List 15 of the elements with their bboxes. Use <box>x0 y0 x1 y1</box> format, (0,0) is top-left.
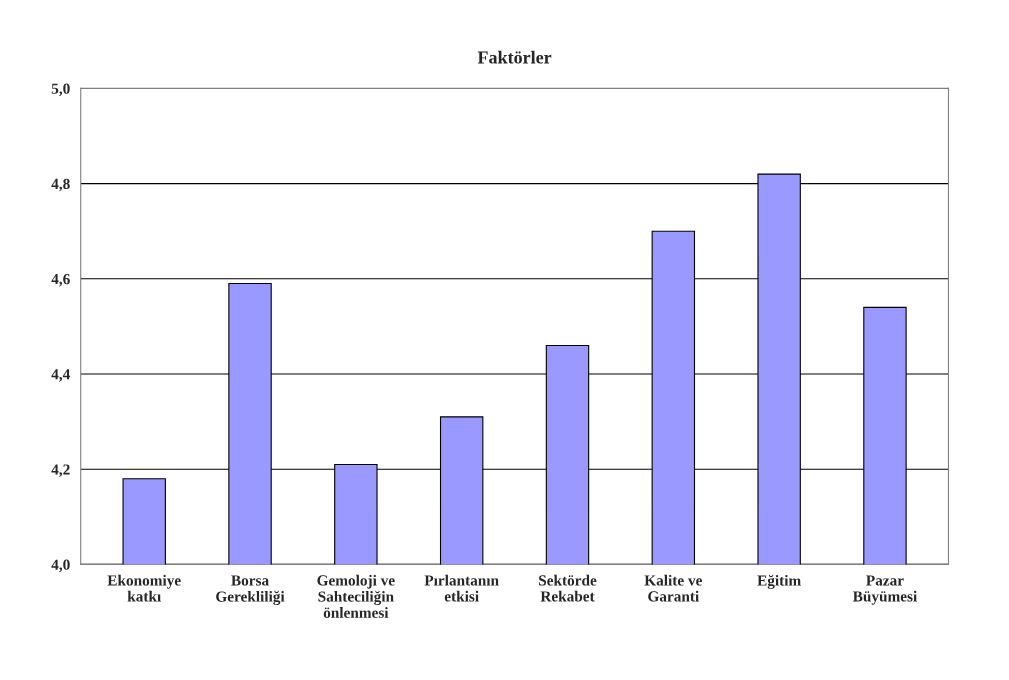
x-tick-label: Eğitim <box>757 574 801 589</box>
y-tick-label: 4,2 <box>51 464 70 477</box>
y-tick-label: 5,0 <box>51 83 70 97</box>
y-tick-label: 4,0 <box>51 559 70 573</box>
x-tick-label: Ekonomiye katkı <box>107 574 181 602</box>
x-tick-label: Gemoloji ve Sahteciliğin önlenmesi <box>317 574 395 618</box>
x-tick-label: Borsa Gerekliliği <box>216 575 285 605</box>
y-tick-label: 4,8 <box>51 178 70 192</box>
x-tick-label: Pırlantanın etkisi <box>424 574 499 602</box>
x-tick-label: Kalite ve Garanti <box>644 574 702 602</box>
y-tick-label: 4,6 <box>51 273 70 287</box>
x-tick-label: Pazar Büyümesi <box>852 575 917 605</box>
chart-title: Faktörler <box>477 50 552 64</box>
y-tick-label: 4,4 <box>51 369 71 382</box>
x-tick-label: Sektörde Rekabet <box>539 574 597 602</box>
